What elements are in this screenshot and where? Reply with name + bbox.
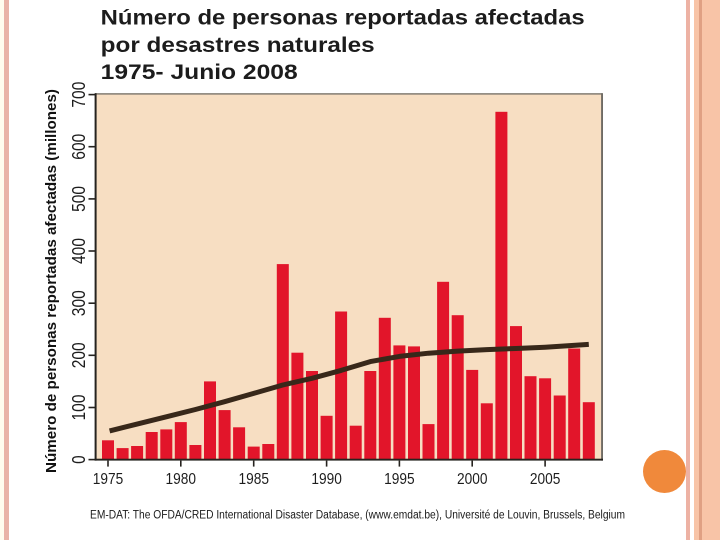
svg-text:400: 400 bbox=[69, 238, 89, 264]
svg-text:200: 200 bbox=[69, 342, 89, 368]
svg-text:700: 700 bbox=[69, 82, 89, 108]
svg-text:100: 100 bbox=[69, 395, 89, 421]
svg-text:1985: 1985 bbox=[238, 471, 269, 488]
svg-text:EM-DAT: The OFDA/CRED Internat: EM-DAT: The OFDA/CRED International Disa… bbox=[90, 510, 625, 522]
svg-text:600: 600 bbox=[69, 134, 89, 160]
svg-text:1995: 1995 bbox=[384, 471, 415, 488]
svg-text:1980: 1980 bbox=[166, 471, 197, 488]
svg-text:1975: 1975 bbox=[93, 471, 124, 488]
svg-text:1990: 1990 bbox=[311, 471, 342, 488]
svg-text:500: 500 bbox=[69, 186, 89, 212]
svg-text:por desastres naturales: por desastres naturales bbox=[101, 34, 375, 57]
svg-text:2005: 2005 bbox=[530, 471, 561, 488]
svg-text:1975- Junio 2008: 1975- Junio 2008 bbox=[101, 61, 298, 84]
svg-text:300: 300 bbox=[69, 290, 89, 316]
svg-text:2000: 2000 bbox=[457, 471, 488, 488]
svg-text:Número de personas reportadas: Número de personas reportadas afectadas bbox=[101, 6, 585, 29]
svg-text:Número de personas reportadas: Número de personas reportadas afectadas … bbox=[44, 89, 60, 473]
svg-text:0: 0 bbox=[69, 455, 89, 464]
